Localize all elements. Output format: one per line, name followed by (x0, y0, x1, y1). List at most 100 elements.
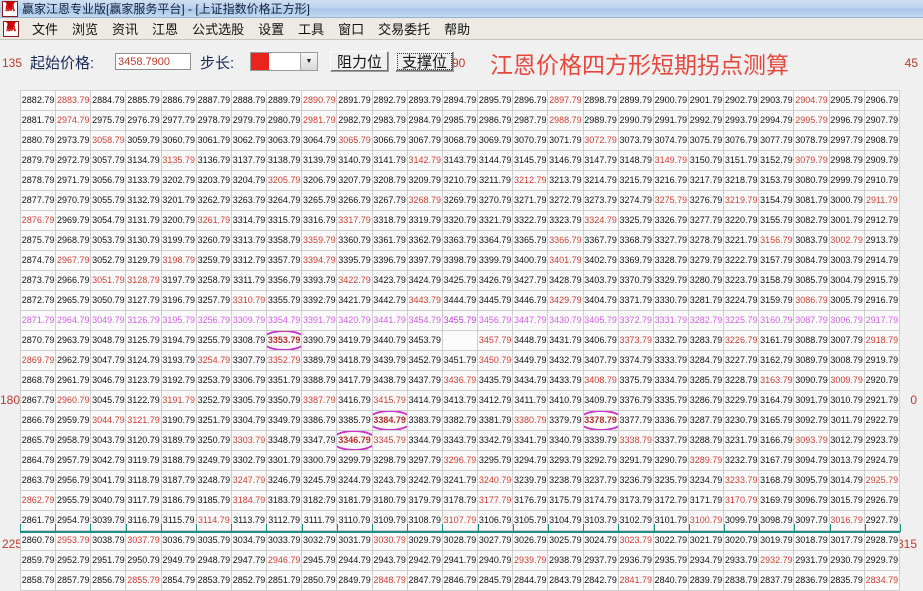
gann-cell[interactable]: 3328.79 (652, 250, 689, 271)
gann-cell[interactable]: 3288.79 (687, 430, 725, 451)
gann-cell[interactable]: 3365.79 (512, 230, 549, 251)
gann-cell[interactable]: 3403.79 (582, 270, 619, 291)
gann-cell[interactable]: 3127.79 (125, 290, 162, 311)
gann-cell[interactable]: 3124.79 (125, 350, 162, 371)
gann-cell[interactable]: 3146.79 (547, 150, 584, 171)
gann-cell[interactable]: 3037.79 (125, 530, 162, 551)
gann-cell[interactable]: 3300.79 (301, 450, 338, 471)
gann-cell[interactable]: 3405.79 (582, 310, 619, 331)
gann-cell[interactable]: 2880.79 (19, 130, 57, 151)
gann-cell[interactable]: 3010.79 (828, 390, 865, 411)
gann-cell[interactable]: 2911.79 (863, 190, 901, 211)
gann-cell[interactable]: 2919.79 (863, 350, 901, 371)
gann-cell[interactable]: 3382.79 (441, 410, 479, 431)
gann-cell[interactable]: 3257.79 (195, 290, 232, 311)
gann-cell[interactable]: 3414.79 (406, 390, 443, 411)
gann-cell[interactable]: 3406.79 (582, 330, 619, 351)
gann-cell[interactable]: 3088.79 (793, 330, 830, 351)
gann-cell[interactable]: 3102.79 (617, 510, 654, 531)
gann-cell[interactable]: 3265.79 (301, 190, 338, 211)
menu-item-gann[interactable]: 江恩 (152, 22, 179, 37)
gann-cell[interactable]: 2845.79 (477, 570, 514, 591)
gann-cell[interactable]: 3050.79 (90, 290, 127, 311)
gann-cell[interactable]: 3223.79 (723, 270, 760, 291)
gann-cell[interactable]: 3323.79 (547, 210, 584, 231)
gann-cell[interactable]: 2879.79 (19, 150, 57, 171)
gann-cell[interactable]: 3179.79 (406, 490, 443, 511)
gann-cell[interactable]: 3356.79 (266, 270, 303, 291)
gann-cell[interactable]: 2961.79 (55, 370, 92, 391)
gann-cell[interactable]: 3194.79 (160, 330, 197, 351)
gann-cell[interactable]: 3073.79 (617, 130, 654, 151)
gann-cell[interactable]: 3330.79 (652, 290, 689, 311)
gann-cell[interactable]: 3078.79 (793, 130, 830, 151)
menu-item-file[interactable]: 文件 (32, 22, 59, 37)
gann-cell[interactable]: 3216.79 (652, 170, 689, 191)
gann-cell[interactable]: 2886.79 (160, 90, 197, 111)
gann-cell[interactable]: 3072.79 (582, 130, 619, 151)
gann-cell[interactable]: 3133.79 (125, 170, 162, 191)
gann-cell[interactable]: 3437.79 (406, 370, 443, 391)
gann-cell[interactable]: 3198.79 (160, 250, 197, 271)
gann-cell[interactable]: 3139.79 (301, 150, 338, 171)
gann-cell[interactable]: 3068.79 (441, 130, 479, 151)
gann-cell[interactable]: 3381.79 (477, 410, 514, 431)
gann-cell[interactable]: 3305.79 (230, 390, 268, 411)
gann-cell[interactable]: 3226.79 (723, 330, 760, 351)
gann-cell[interactable]: 3012.79 (828, 430, 865, 451)
gann-cell[interactable]: 2937.79 (582, 550, 619, 571)
gann-cell[interactable]: 3307.79 (230, 350, 268, 371)
gann-cell[interactable]: 2957.79 (55, 450, 92, 471)
gann-cell[interactable]: 2977.79 (160, 110, 197, 131)
gann-cell[interactable]: 2874.79 (19, 250, 57, 271)
gann-cell-highlight[interactable]: 3353.79 (266, 330, 303, 351)
gann-cell[interactable]: 3191.79 (160, 390, 197, 411)
gann-cell[interactable]: 3231.79 (723, 430, 760, 451)
gann-cell[interactable]: 2905.79 (828, 90, 865, 111)
gann-cell[interactable]: 3287.79 (687, 410, 725, 431)
gann-cell[interactable]: 2917.79 (863, 310, 901, 331)
gann-cell[interactable]: 2840.79 (652, 570, 689, 591)
gann-cell[interactable]: 3428.79 (547, 270, 584, 291)
gann-cell[interactable]: 3045.79 (90, 390, 127, 411)
gann-cell[interactable]: 2868.79 (19, 370, 57, 391)
gann-cell[interactable]: 3360.79 (336, 230, 373, 251)
gann-cell[interactable]: 3227.79 (723, 350, 760, 371)
gann-cell[interactable]: 2838.79 (723, 570, 760, 591)
gann-cell[interactable]: 3071.79 (547, 130, 584, 151)
gann-cell[interactable]: 3361.79 (371, 230, 408, 251)
gann-cell[interactable]: 3383.79 (406, 410, 443, 431)
menu-item-tools[interactable]: 工具 (298, 22, 325, 37)
gann-cell[interactable]: 3261.79 (195, 210, 232, 231)
gann-cell[interactable]: 3297.79 (406, 450, 443, 471)
gann-cell[interactable]: 2899.79 (617, 90, 654, 111)
gann-cell[interactable]: 3032.79 (301, 530, 338, 551)
gann-cell[interactable]: 3355.79 (266, 290, 303, 311)
gann-cell[interactable]: 3076.79 (723, 130, 760, 151)
gann-cell[interactable]: 2998.79 (828, 150, 865, 171)
gann-cell[interactable]: 3233.79 (723, 470, 760, 491)
gann-cell[interactable]: 2963.79 (55, 330, 92, 351)
gann-cell[interactable]: 3332.79 (652, 330, 689, 351)
gann-cell[interactable]: 2964.79 (55, 310, 92, 331)
gann-cell[interactable]: 3423.79 (371, 270, 408, 291)
gann-cell[interactable]: 3249.79 (195, 450, 232, 471)
gann-cell[interactable]: 3262.79 (195, 190, 232, 211)
gann-cell[interactable]: 2834.79 (863, 570, 901, 591)
gann-cell[interactable]: 2938.79 (547, 550, 584, 571)
gann-cell[interactable]: 3274.79 (617, 190, 654, 211)
gann-cell[interactable]: 2949.79 (160, 550, 197, 571)
gann-cell[interactable]: 3107.79 (441, 510, 479, 531)
gann-cell[interactable]: 3273.79 (582, 190, 619, 211)
gann-cell[interactable]: 3351.79 (266, 370, 303, 391)
gann-cell[interactable]: 3018.79 (793, 530, 830, 551)
gann-cell[interactable]: 3060.79 (160, 130, 197, 151)
gann-cell[interactable]: 3285.79 (687, 370, 725, 391)
gann-cell[interactable]: 3230.79 (723, 410, 760, 431)
gann-cell[interactable]: 3161.79 (758, 330, 795, 351)
gann-cell[interactable]: 3094.79 (793, 450, 830, 471)
gann-cell[interactable]: 3310.79 (230, 290, 268, 311)
gann-cell[interactable]: 3286.79 (687, 390, 725, 411)
gann-cell[interactable]: 2929.79 (863, 550, 901, 571)
gann-cell[interactable]: 2851.79 (266, 570, 303, 591)
